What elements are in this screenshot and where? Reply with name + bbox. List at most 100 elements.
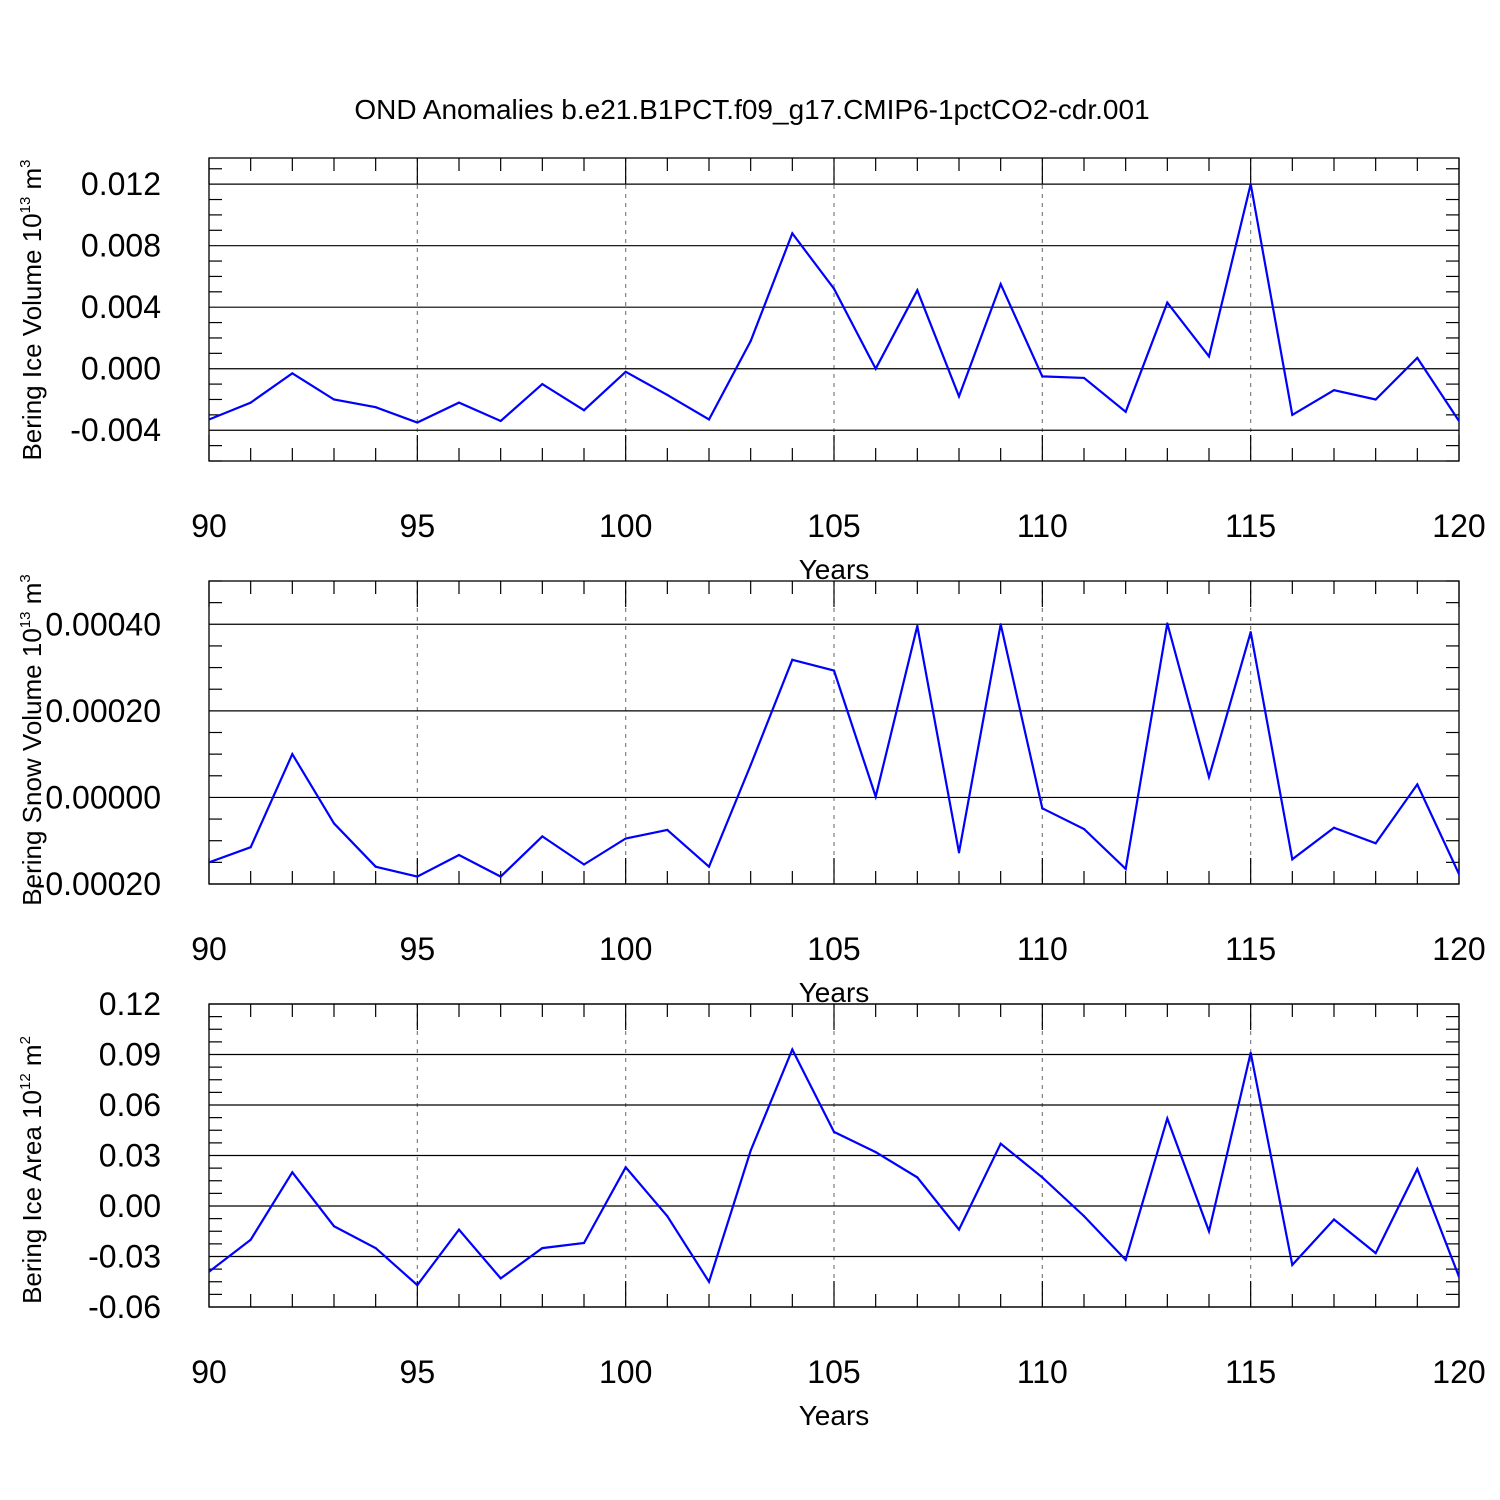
data-point	[1458, 873, 1460, 875]
data-point	[666, 394, 668, 396]
x-tick-label: 110	[1017, 931, 1068, 967]
data-point	[625, 371, 627, 373]
data-point	[708, 866, 710, 868]
x-tick-label: 105	[807, 1354, 860, 1390]
data-point	[708, 418, 710, 420]
data-point	[416, 421, 418, 423]
data-point	[875, 368, 877, 370]
data-point	[750, 764, 752, 766]
x-tick-label: 120	[1432, 508, 1485, 544]
series-line	[209, 623, 1459, 876]
data-point	[458, 401, 460, 403]
data-point	[1125, 868, 1127, 870]
y-tick-label: 0.00	[99, 1188, 161, 1224]
data-point	[458, 1228, 460, 1230]
data-point	[1000, 623, 1002, 625]
data-point	[375, 866, 377, 868]
data-point	[875, 795, 877, 797]
data-point	[791, 232, 793, 234]
data-point	[625, 837, 627, 839]
data-point	[500, 876, 502, 878]
data-point	[1166, 301, 1168, 303]
y-tick-label: 0.000	[81, 351, 161, 387]
data-point	[583, 409, 585, 411]
x-tick-label: 105	[807, 508, 860, 544]
data-point	[833, 1131, 835, 1133]
data-point	[333, 398, 335, 400]
data-point	[916, 625, 918, 627]
data-point	[1416, 783, 1418, 785]
data-point	[833, 670, 835, 672]
x-tick-label: 120	[1432, 1354, 1485, 1390]
data-point	[1041, 375, 1043, 377]
data-point	[791, 1048, 793, 1050]
data-point	[1333, 1218, 1335, 1220]
data-point	[333, 1225, 335, 1227]
x-tick-label: 115	[1225, 1354, 1276, 1390]
x-tick-label: 110	[1017, 1354, 1068, 1390]
data-point	[416, 876, 418, 878]
y-tick-label: -0.06	[88, 1289, 161, 1325]
data-point	[1000, 283, 1002, 285]
data-point	[1291, 1264, 1293, 1266]
y-tick-label: 0.00040	[45, 606, 161, 642]
data-point	[750, 1149, 752, 1151]
data-point	[1416, 1168, 1418, 1170]
data-point	[333, 822, 335, 824]
data-point	[1458, 420, 1460, 422]
figure-title: OND Anomalies b.e21.B1PCT.f09_g17.CMIP6-…	[354, 94, 1149, 125]
x-axis-label: Years	[799, 1400, 870, 1431]
panel-1: -0.004 0.000 0.004 0.008 0.012 90 95 100 105 110 1…	[17, 158, 1486, 585]
x-tick-label: 95	[400, 508, 436, 544]
data-point	[1208, 776, 1210, 778]
data-point	[250, 1239, 252, 1241]
x-tick-label: 90	[191, 508, 227, 544]
data-point	[916, 1176, 918, 1178]
data-point	[375, 406, 377, 408]
data-point	[1291, 414, 1293, 416]
y-tick-label: 0.008	[81, 228, 161, 264]
data-point	[500, 420, 502, 422]
data-point	[958, 851, 960, 853]
data-point	[541, 835, 543, 837]
y-tick-label: 0.004	[81, 289, 161, 325]
data-point	[1166, 1117, 1168, 1119]
data-point	[583, 1242, 585, 1244]
x-tick-label: 100	[599, 931, 652, 967]
data-point	[1375, 398, 1377, 400]
data-point	[1125, 1259, 1127, 1261]
data-point	[666, 829, 668, 831]
data-point	[1208, 1230, 1210, 1232]
data-point	[208, 1271, 210, 1273]
data-point	[250, 401, 252, 403]
x-tick-label: 90	[191, 1354, 227, 1390]
data-point	[1416, 357, 1418, 359]
data-point	[1083, 377, 1085, 379]
data-point	[583, 863, 585, 865]
panels: -0.004 0.000 0.004 0.008 0.012 90 95 100 105 110 1…	[17, 158, 1486, 1431]
data-point	[750, 340, 752, 342]
data-point	[416, 1284, 418, 1286]
x-tick-label: 100	[599, 1354, 652, 1390]
data-point	[1166, 622, 1168, 624]
y-tick-label: 0.00020	[45, 693, 161, 729]
data-point	[958, 395, 960, 397]
data-point	[1250, 1052, 1252, 1054]
figure: OND Anomalies b.e21.B1PCT.f09_g17.CMIP6-…	[0, 0, 1500, 1500]
data-point	[708, 1281, 710, 1283]
data-point	[833, 288, 835, 290]
y-tick-label: 0.03	[99, 1138, 161, 1174]
panel-2: -0.000200.000000.000200.0004090 95 100 105 1…	[17, 574, 1486, 1008]
x-tick-label: 115	[1225, 508, 1276, 544]
x-tick-label: 120	[1432, 931, 1485, 967]
x-tick-label: 105	[807, 931, 860, 967]
data-point	[1000, 1143, 1002, 1145]
y-axis-label: Bering Ice Area 1012 m2	[17, 1036, 47, 1304]
data-point	[1125, 411, 1127, 413]
data-point	[1333, 389, 1335, 391]
data-point	[291, 372, 293, 374]
y-axis-label: Bering Snow Volume 1013 m3	[17, 574, 47, 905]
data-point	[500, 1277, 502, 1279]
data-point	[916, 289, 918, 291]
data-point	[1375, 1252, 1377, 1254]
